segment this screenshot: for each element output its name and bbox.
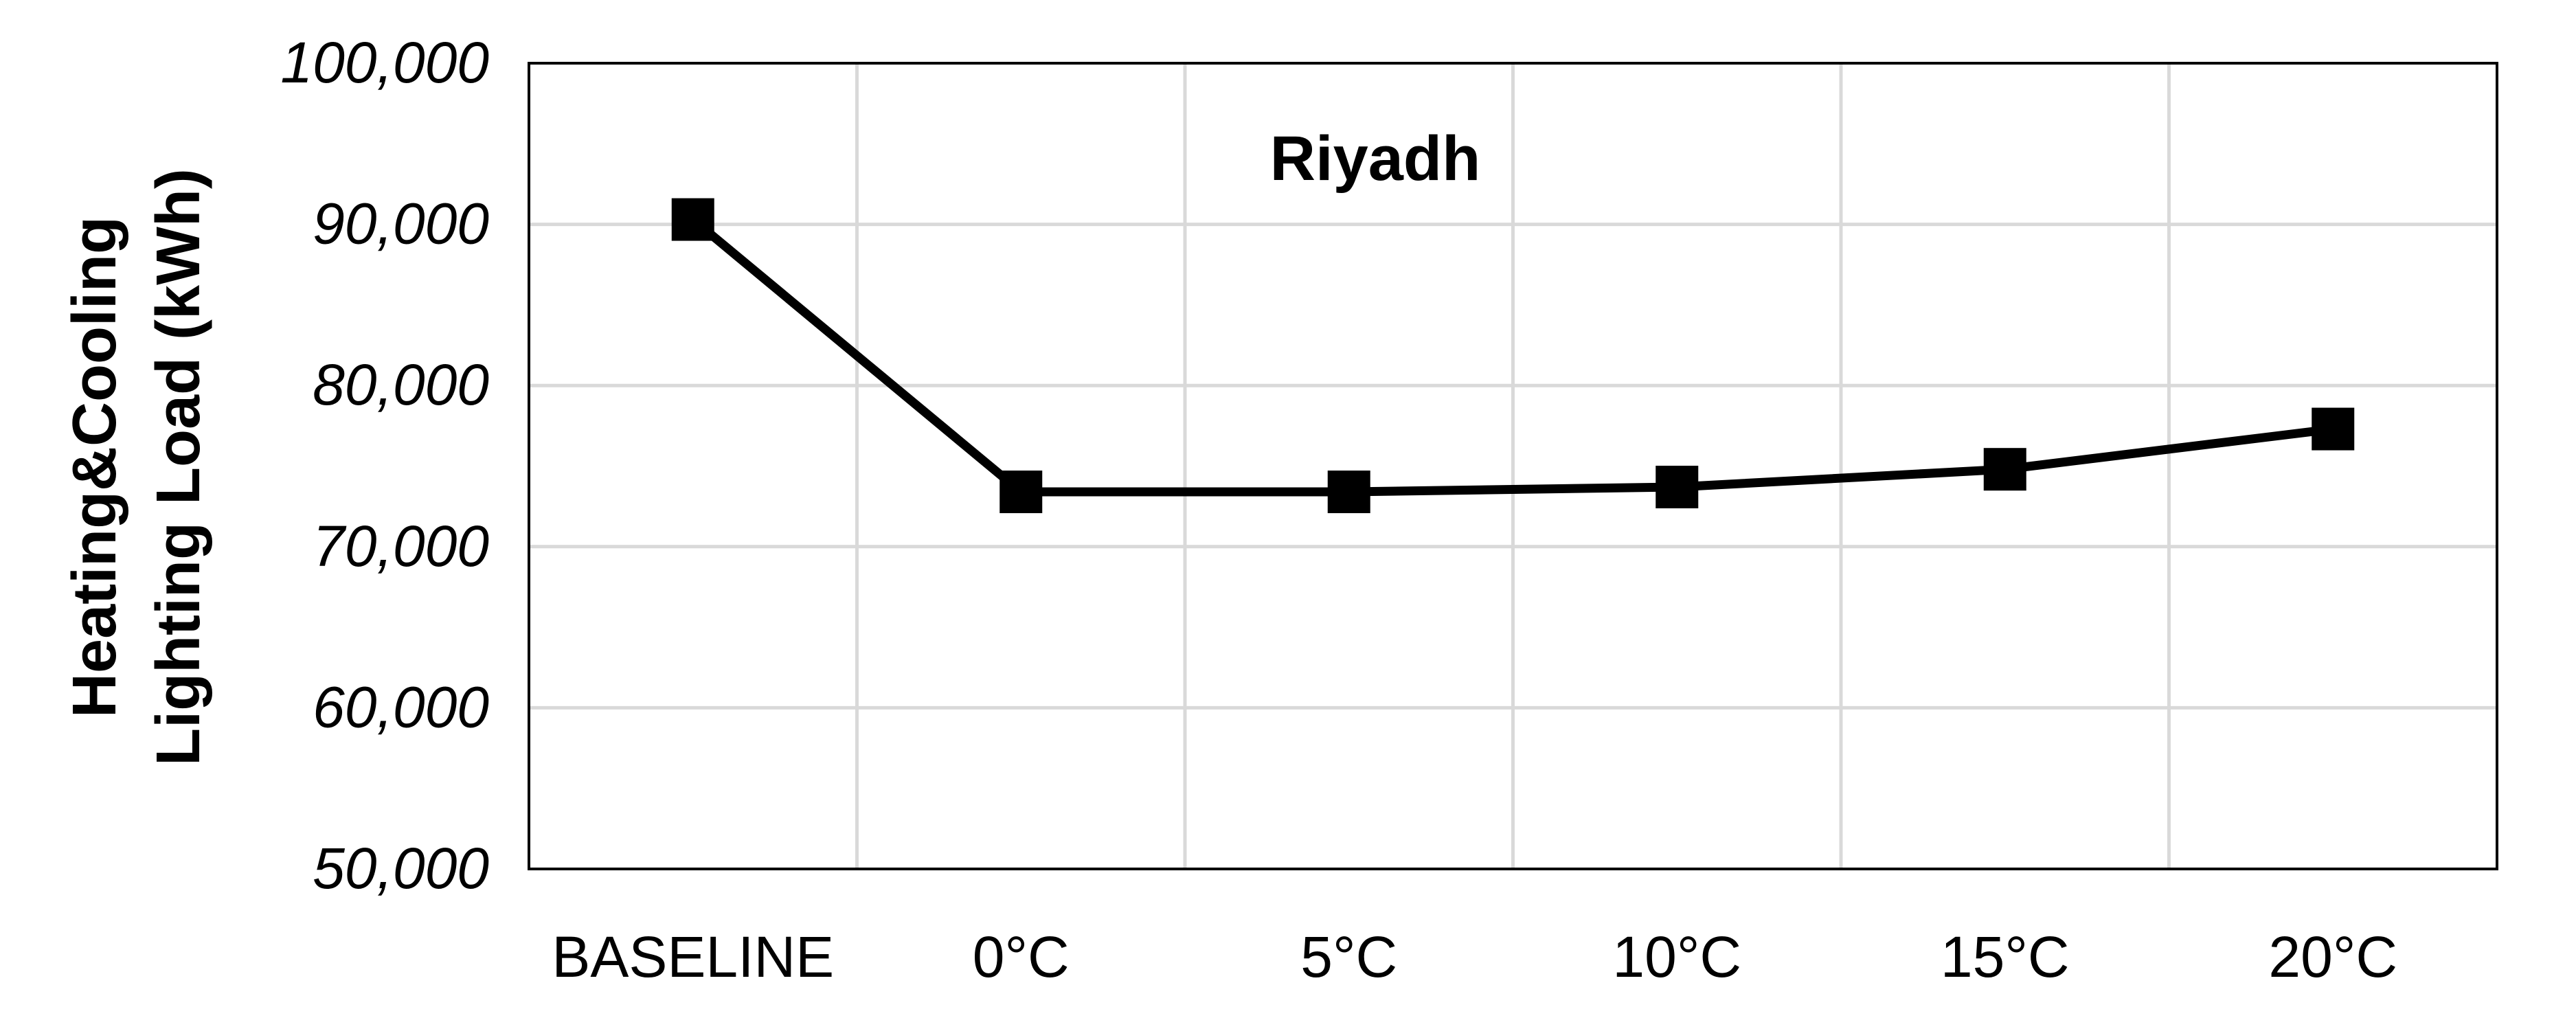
plot-area-frame [528,62,2498,870]
y-tick-label: 50,000 [313,836,489,901]
series-line [690,216,2334,497]
x-axis-ticks: BASELINE 0°C 5°C 10°C 15°C 20°C [552,925,2397,989]
data-point-marker [1983,448,2026,491]
chart-title: Riyadh [1270,124,1481,194]
gridlines [529,63,2497,869]
y-axis-ticks: 50,000 60,000 70,000 80,000 90,000 100,000 [280,30,489,901]
x-tick-label: 0°C [973,925,1070,989]
data-point-marker [1327,471,1370,514]
x-tick-label: 5°C [1300,925,1397,989]
x-tick-label: 15°C [1941,925,2070,989]
y-axis-label: Heating&Cooling Lighting Load (kWh) [60,168,213,766]
y-tick-label: 80,000 [313,352,489,417]
y-axis-label-line-2: Lighting Load (kWh) [144,168,213,766]
x-tick-label: 10°C [1612,925,1741,989]
y-tick-label: 70,000 [313,514,489,578]
series [671,198,2355,514]
y-tick-label: 90,000 [313,192,489,256]
y-axis-label-line-1: Heating&Cooling [60,216,129,718]
data-point-marker [1656,465,1699,508]
y-tick-label: 60,000 [313,675,489,739]
x-tick-label: BASELINE [552,925,834,989]
data-point-marker [999,471,1043,514]
y-tick-label: 100,000 [280,30,489,95]
x-tick-label: 20°C [2268,925,2397,989]
data-point-marker [671,198,714,241]
data-point-marker [2312,407,2355,451]
